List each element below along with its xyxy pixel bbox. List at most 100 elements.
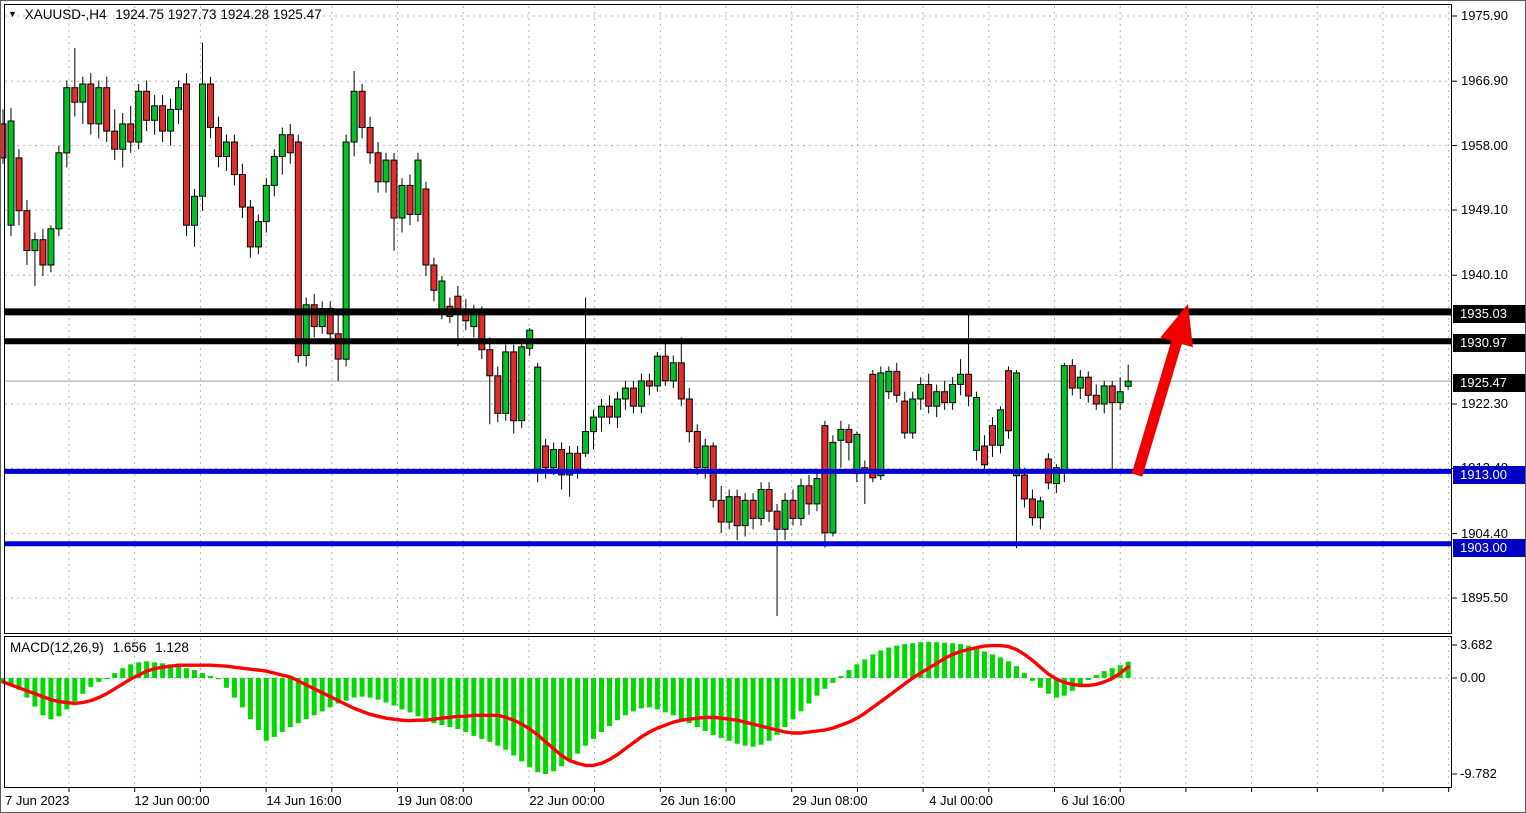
candle-body xyxy=(63,87,71,154)
macd-histogram-bar xyxy=(479,678,485,739)
time-tick-label: 7 Jun 2023 xyxy=(5,793,70,808)
candle-body xyxy=(661,355,669,382)
candle-body xyxy=(965,373,973,397)
macd-histogram-bar xyxy=(1101,671,1107,678)
macd-histogram-bar xyxy=(926,641,932,678)
macd-histogram-bar xyxy=(367,678,373,698)
candle-body xyxy=(789,499,797,519)
macd-histogram-bar xyxy=(854,664,860,678)
candle-body xyxy=(598,405,605,418)
candle-body xyxy=(111,130,119,150)
candle-body xyxy=(1020,474,1028,500)
macd-histogram-bar xyxy=(455,678,461,729)
macd-histogram-bar xyxy=(774,678,780,735)
macd-histogram-bar xyxy=(168,664,174,678)
macd-histogram-bar xyxy=(104,678,110,680)
candle-body xyxy=(733,496,741,527)
macd-histogram-bar xyxy=(255,678,261,730)
candle-body xyxy=(781,499,789,530)
candle-body xyxy=(877,372,885,477)
macd-histogram-bar xyxy=(96,678,102,682)
macd-histogram-bar xyxy=(583,678,588,746)
time-tick-label: 19 Jun 08:00 xyxy=(397,793,473,808)
candle-body xyxy=(270,155,278,186)
macd-histogram-bar xyxy=(1006,661,1011,678)
candle-body xyxy=(869,373,877,479)
candle-body xyxy=(1068,365,1076,389)
macd-histogram-bar xyxy=(1037,678,1043,688)
macd-histogram-bar xyxy=(383,678,389,703)
macd-histogram-bar xyxy=(80,678,86,694)
symbol-period-label: XAUUSD-,H4 xyxy=(24,7,107,22)
macd-histogram-bar xyxy=(718,678,724,738)
price-tick-label: 1904.40 xyxy=(1461,525,1508,541)
macd-histogram-bar xyxy=(519,678,525,762)
macd-histogram-bar xyxy=(263,678,269,741)
macd-histogram-bar xyxy=(670,678,676,716)
candle-body xyxy=(829,441,837,534)
macd-histogram-bar xyxy=(559,678,565,767)
macd-histogram-bar xyxy=(88,678,94,687)
candle-body xyxy=(933,391,941,407)
macd-histogram-bar xyxy=(1053,678,1059,698)
candle-body xyxy=(79,83,87,103)
time-tick-label: 14 Jun 16:00 xyxy=(266,793,342,808)
macd-histogram-bar xyxy=(407,678,413,713)
macd-histogram-bar xyxy=(1045,678,1051,694)
candle-body xyxy=(302,304,310,356)
candle-body xyxy=(518,346,526,422)
candle-body xyxy=(957,373,965,385)
candle-body xyxy=(1116,391,1124,404)
macd-histogram-bar xyxy=(447,678,453,728)
macd-histogram-bar xyxy=(239,678,245,708)
candle-body xyxy=(278,134,286,157)
macd-histogram-bar xyxy=(247,678,253,720)
price-tick-label: 1949.10 xyxy=(1461,202,1508,217)
candle-body xyxy=(566,452,574,476)
candle-body xyxy=(1076,376,1084,389)
candle-body xyxy=(334,333,342,360)
macd-histogram-bar xyxy=(1109,668,1115,678)
trend-arrow-shaft[interactable] xyxy=(1131,333,1185,477)
candle-body xyxy=(254,221,262,248)
macd-histogram-bar xyxy=(894,645,900,678)
macd-histogram-bar xyxy=(431,678,437,724)
macd-histogram-bar xyxy=(375,678,381,700)
candle-body xyxy=(238,174,246,208)
macd-histogram-bar xyxy=(575,678,581,754)
candle-body xyxy=(645,380,653,387)
macd-histogram-bar xyxy=(192,670,197,678)
macd-histogram-bar xyxy=(950,643,956,678)
price-level-badge: 1903.00 xyxy=(1453,538,1525,557)
macd-histogram-bar xyxy=(599,678,604,732)
candle-body xyxy=(159,105,167,132)
candle-body xyxy=(701,445,709,469)
candle-body xyxy=(534,366,542,470)
candle-body xyxy=(422,188,430,266)
candle-body xyxy=(191,195,198,226)
candle-body xyxy=(941,391,949,404)
candle-body xyxy=(1100,385,1108,405)
macd-histogram-bar xyxy=(112,673,118,678)
candle-body xyxy=(47,228,55,266)
candle-body xyxy=(135,90,143,143)
macd-histogram-bar xyxy=(622,678,628,716)
macd-histogram-bar xyxy=(662,678,668,713)
macd-histogram-bar xyxy=(646,678,652,708)
candle-body xyxy=(989,425,996,446)
macd-histogram-bar xyxy=(694,678,700,728)
macd-histogram-bar xyxy=(319,678,325,712)
candle-body xyxy=(1108,385,1116,404)
candle-body xyxy=(653,355,661,387)
macd-histogram-bar xyxy=(591,678,596,739)
macd-histogram-bar xyxy=(271,678,277,737)
macd-histogram-bar xyxy=(630,678,636,712)
candle-body xyxy=(909,398,917,434)
price-tick-label: 1940.10 xyxy=(1461,267,1508,283)
macd-histogram-bar xyxy=(208,676,213,678)
macd-histogram-bar xyxy=(726,678,732,741)
trend-arrow-head[interactable] xyxy=(1160,304,1193,348)
macd-histogram-bar xyxy=(128,664,134,678)
macd-histogram-bar xyxy=(120,668,126,678)
